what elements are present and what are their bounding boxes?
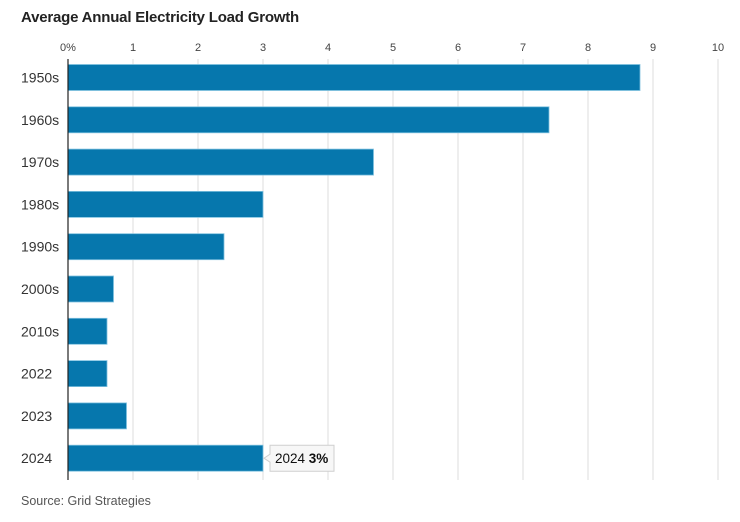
category-label: 2023: [21, 408, 52, 424]
bar-1950s: [67, 64, 641, 91]
bar-2000s: [67, 275, 114, 303]
x-tick-label: 10: [712, 42, 724, 54]
chart-title: Average Annual Electricity Load Growth: [21, 9, 300, 26]
tooltip-box: [263, 444, 335, 472]
category-labels: 1950s 1960s 1970s 1980s 1990s 2000s 2010s 2022 2…: [21, 70, 59, 467]
x-tick-label: 6: [455, 42, 461, 54]
x-tick-label: 0%: [60, 42, 76, 54]
category-label: 2024: [21, 450, 52, 466]
category-label: 1970s: [21, 154, 59, 170]
bars: [67, 64, 641, 472]
category-label: 1980s: [21, 196, 59, 212]
x-tick-label: 4: [325, 42, 331, 54]
x-tick-label: 8: [585, 42, 591, 54]
bar-2010s: [67, 317, 108, 345]
category-label: 2000s: [21, 281, 59, 297]
category-label: 2010s: [21, 323, 59, 339]
bar-1980s: [67, 190, 264, 218]
category-label: 1960s: [21, 112, 59, 128]
bar-1990s: [67, 233, 225, 261]
category-label: 1950s: [21, 70, 59, 86]
gridlines: [132, 59, 719, 480]
x-tick-label: 5: [390, 42, 396, 54]
x-axis-ticks: 0% 1 2 3 4 5 6 7 8 9 10: [60, 42, 724, 54]
category-label: 1990s: [21, 239, 59, 255]
tooltip-text: 2024 3%: [275, 451, 328, 466]
bar-2022: [67, 360, 108, 388]
source-note: Source: Grid Strategies: [21, 494, 151, 508]
x-tick-label: 7: [520, 42, 526, 54]
category-label: 2022: [21, 366, 52, 382]
x-tick-label: 3: [260, 42, 266, 54]
x-tick-label: 2: [195, 42, 201, 54]
x-tick-label: 9: [650, 42, 656, 54]
tooltip-category: 2024: [275, 451, 309, 466]
tooltip-value: 3%: [309, 451, 329, 466]
bar-1960s: [67, 106, 550, 134]
tooltip: 2024 3%: [263, 444, 335, 472]
bar-1970s: [67, 148, 374, 176]
bar-2023: [67, 402, 127, 430]
x-tick-label: 1: [130, 42, 136, 54]
bar-2024: [67, 444, 264, 472]
